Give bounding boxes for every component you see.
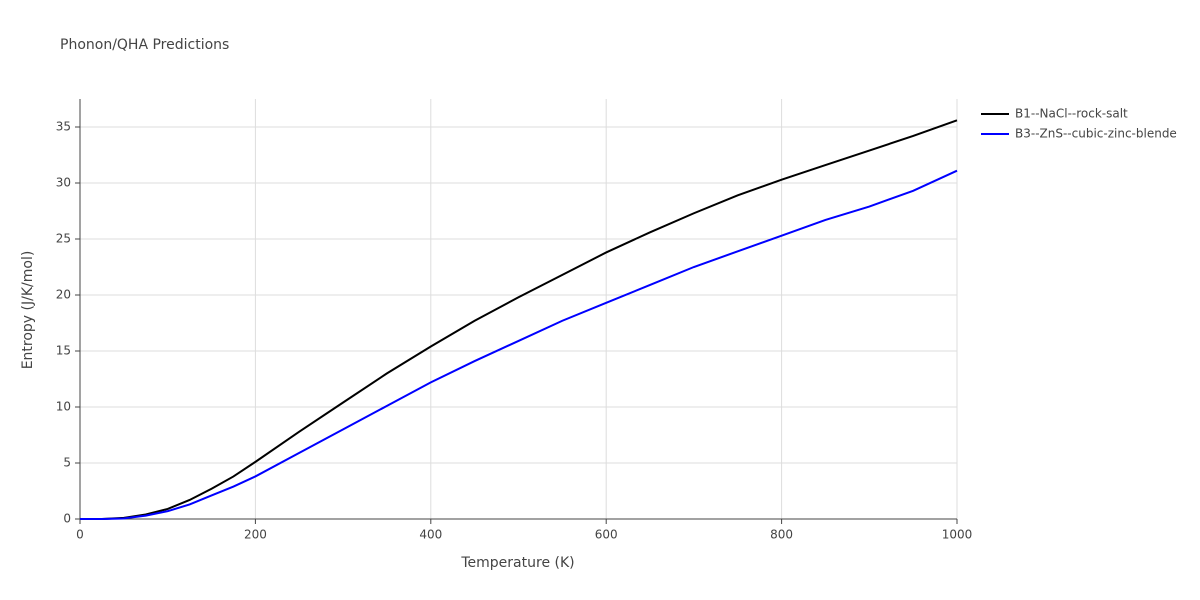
series-line	[80, 169, 958, 520]
y-tick-label: 20	[56, 288, 71, 302]
series-line	[80, 119, 958, 520]
x-tick-label: 0	[76, 528, 84, 542]
y-tick-label: 0	[63, 512, 71, 526]
y-axis-title: Entropy (J/K/mol)	[20, 251, 36, 370]
y-tick-label: 5	[63, 456, 71, 470]
y-tick-label: 10	[56, 400, 71, 414]
x-tick-label: 1000	[942, 528, 973, 542]
y-tick-label: 30	[56, 176, 71, 190]
legend-label: B1--NaCl--rock-salt	[1015, 107, 1128, 121]
x-tick-label: 400	[419, 528, 442, 542]
x-tick-label: 800	[770, 528, 793, 542]
x-axis-title: Temperature (K)	[460, 555, 574, 571]
legend-label: B3--ZnS--cubic-zinc-blende	[1015, 127, 1177, 141]
x-tick-label: 600	[595, 528, 618, 542]
x-tick-label: 200	[244, 528, 267, 542]
y-tick-label: 15	[56, 344, 71, 358]
y-tick-label: 35	[56, 120, 71, 134]
chart-title: Phonon/QHA Predictions	[60, 37, 229, 53]
y-tick-label: 25	[56, 232, 71, 246]
